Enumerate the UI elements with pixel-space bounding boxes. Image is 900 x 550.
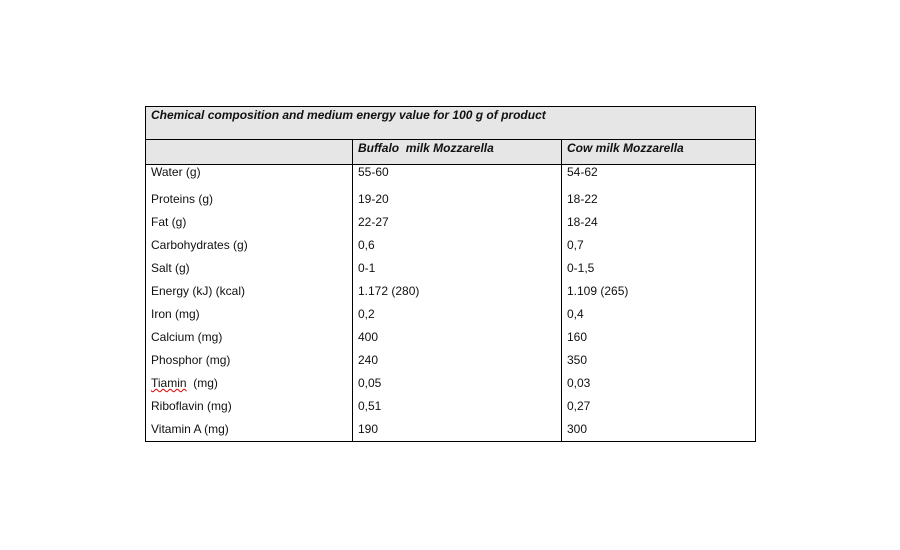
table-row: Proteins (g) 19-20 18-22 bbox=[146, 188, 755, 211]
table-cell: 0,03 bbox=[567, 376, 591, 390]
table-cell: 300 bbox=[567, 422, 588, 436]
table-row: Iron (mg) 0,2 0,4 bbox=[146, 303, 755, 326]
table-cell: 0,05 bbox=[353, 372, 562, 395]
row-label: Proteins (g) bbox=[146, 188, 353, 211]
table-row: Water (g) 55-60 54-62 bbox=[146, 165, 755, 188]
table-row: Calcium (mg) 400 160 bbox=[146, 326, 755, 349]
table-cell: 18-24 bbox=[567, 215, 598, 229]
table-body: Water (g) 55-60 54-62 Proteins (g) 19-20 18-2… bbox=[146, 165, 755, 441]
row-label: Carbohydrates (g) bbox=[146, 234, 353, 257]
table-cell: 22-27 bbox=[353, 211, 562, 234]
nutrition-table: Chemical composition and medium energy v… bbox=[145, 106, 756, 442]
table-row: Fat (g) 22-27 18-24 bbox=[146, 211, 755, 234]
table-cell: 400 bbox=[353, 326, 562, 349]
table-row: Riboflavin (mg) 0,51 0,27 bbox=[146, 395, 755, 418]
header-row: Buffalo milk Mozzarella Cow milk Mozzare… bbox=[146, 140, 755, 165]
table-row: Tiamin (mg) 0,05 0,03 bbox=[146, 372, 755, 395]
row-label: Salt (g) bbox=[146, 257, 353, 280]
header-cell: Buffalo milk Mozzarella bbox=[353, 140, 562, 164]
table-title: Chemical composition and medium energy v… bbox=[146, 107, 755, 140]
row-label: Vitamin A (mg) bbox=[146, 418, 353, 441]
table-cell: 1.109 (265) bbox=[567, 284, 629, 298]
table-cell: 0-1,5 bbox=[567, 261, 595, 275]
table-cell: 18-22 bbox=[567, 192, 598, 206]
table-cell: 55-60 bbox=[353, 165, 562, 188]
row-label: Water (g) bbox=[146, 165, 353, 188]
table-cell: 160 bbox=[567, 330, 588, 344]
table-cell: 0,51 bbox=[353, 395, 562, 418]
table-row: Energy (kJ) (kcal) 1.172 (280) 1.109 (265) bbox=[146, 280, 755, 303]
table-cell: 0,27 bbox=[567, 399, 591, 413]
table-row: Phosphor (mg) 240 350 bbox=[146, 349, 755, 372]
row-label: Energy (kJ) (kcal) bbox=[146, 280, 353, 303]
table-row: Carbohydrates (g) 0,6 0,7 bbox=[146, 234, 755, 257]
row-label: Fat (g) bbox=[146, 211, 353, 234]
header-cell: Cow milk Mozzarella bbox=[567, 141, 684, 155]
table-cell: 0,7 bbox=[567, 238, 584, 252]
table-cell: 0,4 bbox=[567, 307, 584, 321]
table-cell: 0,2 bbox=[353, 303, 562, 326]
table-cell: 0,6 bbox=[353, 234, 562, 257]
table-cell: 54-62 bbox=[567, 165, 598, 179]
header-cell bbox=[146, 140, 353, 164]
table-cell: 190 bbox=[353, 418, 562, 441]
row-label: Tiamin (mg) bbox=[146, 372, 353, 395]
row-label: Iron (mg) bbox=[146, 303, 353, 326]
table-cell: 240 bbox=[353, 349, 562, 372]
row-label: Riboflavin (mg) bbox=[146, 395, 353, 418]
table-cell: 1.172 (280) bbox=[353, 280, 562, 303]
table-row: Vitamin A (mg) 190 300 bbox=[146, 418, 755, 441]
table-cell: 0-1 bbox=[353, 257, 562, 280]
row-label: Calcium (mg) bbox=[146, 326, 353, 349]
table-row: Salt (g) 0-1 0-1,5 bbox=[146, 257, 755, 280]
table-cell: 19-20 bbox=[353, 188, 562, 211]
row-label: Phosphor (mg) bbox=[146, 349, 353, 372]
table-cell: 350 bbox=[567, 353, 588, 367]
